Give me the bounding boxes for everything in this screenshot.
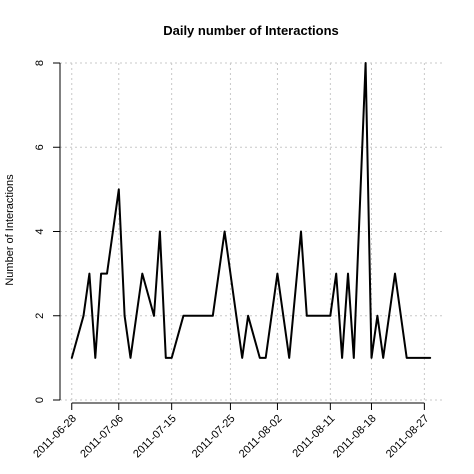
series-layer: [70, 62, 432, 359]
x-tick-label: 2011-07-25: [190, 413, 238, 461]
x-tick-label: 2011-07-15: [131, 413, 179, 461]
chart-title: Daily number of Interactions: [163, 23, 339, 38]
x-tick-label: 2011-08-02: [237, 413, 285, 461]
y-tick-label: 4: [34, 228, 46, 234]
x-tick-label: 2011-08-18: [331, 413, 379, 461]
x-tick-label: 2011-07-06: [78, 413, 126, 461]
y-axis-label: Number of Interactions: [4, 174, 16, 286]
x-tick-label: 2011-08-27: [384, 413, 432, 461]
y-tick-label: 2: [34, 313, 46, 319]
series-line: [70, 62, 432, 359]
y-tick-label: 0: [34, 397, 46, 403]
y-tick-label: 8: [34, 60, 46, 66]
x-tick-label: 2011-06-28: [31, 413, 79, 461]
y-tick-label: 6: [34, 144, 46, 150]
